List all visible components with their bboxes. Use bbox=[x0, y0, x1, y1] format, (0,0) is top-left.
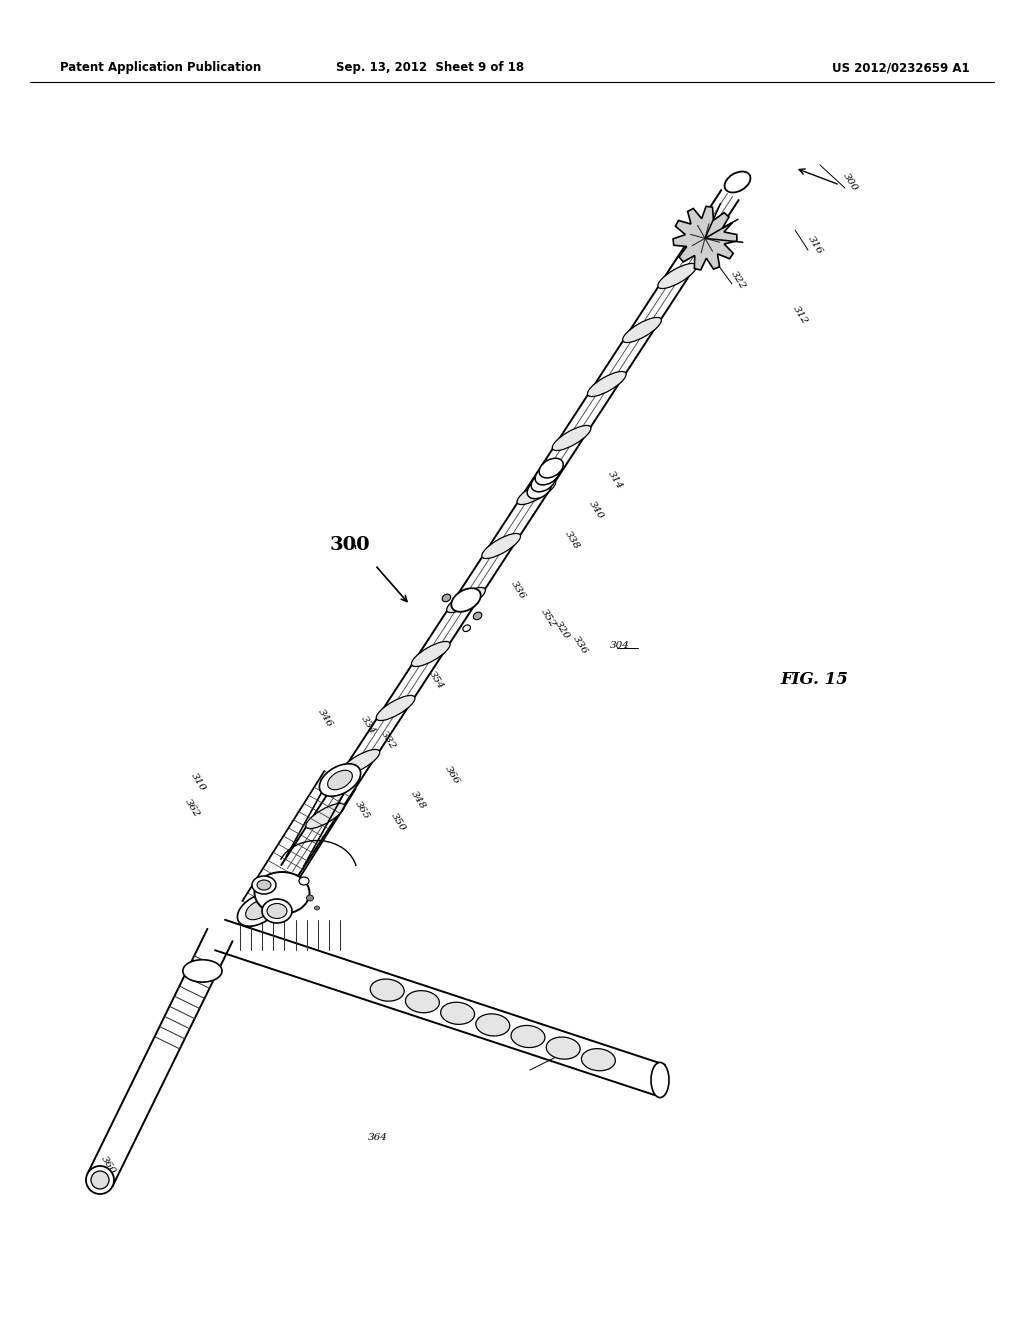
Ellipse shape bbox=[412, 642, 451, 667]
Ellipse shape bbox=[299, 876, 309, 884]
Text: 348: 348 bbox=[409, 789, 427, 810]
Ellipse shape bbox=[546, 1038, 581, 1059]
Ellipse shape bbox=[341, 750, 380, 775]
Text: 322: 322 bbox=[729, 269, 748, 290]
Ellipse shape bbox=[252, 876, 276, 894]
Text: 300: 300 bbox=[330, 536, 371, 554]
Text: US 2012/0232659 A1: US 2012/0232659 A1 bbox=[833, 62, 970, 74]
Text: 350: 350 bbox=[389, 812, 408, 833]
Ellipse shape bbox=[482, 533, 520, 558]
Ellipse shape bbox=[531, 473, 555, 492]
Text: Patent Application Publication: Patent Application Publication bbox=[60, 62, 261, 74]
Ellipse shape bbox=[440, 1002, 474, 1024]
Text: 346: 346 bbox=[316, 708, 334, 729]
Ellipse shape bbox=[86, 1166, 114, 1195]
Text: 302: 302 bbox=[560, 1045, 580, 1055]
Text: 314: 314 bbox=[606, 469, 624, 491]
Ellipse shape bbox=[473, 612, 482, 619]
Text: 336: 336 bbox=[509, 579, 527, 601]
Ellipse shape bbox=[582, 1048, 615, 1071]
Text: 360: 360 bbox=[99, 1154, 117, 1176]
Text: 364: 364 bbox=[368, 1134, 388, 1143]
Polygon shape bbox=[673, 206, 737, 271]
Text: 316: 316 bbox=[806, 234, 824, 256]
Ellipse shape bbox=[476, 1014, 510, 1036]
Ellipse shape bbox=[376, 696, 415, 721]
Ellipse shape bbox=[446, 587, 485, 612]
Ellipse shape bbox=[91, 1171, 109, 1189]
Text: 334: 334 bbox=[359, 714, 377, 735]
Ellipse shape bbox=[540, 458, 563, 478]
Ellipse shape bbox=[651, 1063, 669, 1098]
Text: 300: 300 bbox=[841, 172, 859, 193]
Ellipse shape bbox=[452, 589, 480, 611]
Ellipse shape bbox=[406, 990, 439, 1012]
Ellipse shape bbox=[517, 479, 556, 504]
Text: 366: 366 bbox=[443, 764, 461, 785]
Ellipse shape bbox=[371, 979, 404, 1001]
Ellipse shape bbox=[246, 900, 270, 920]
Text: 352: 352 bbox=[539, 607, 557, 628]
Ellipse shape bbox=[306, 804, 344, 829]
Ellipse shape bbox=[183, 960, 222, 982]
Text: 365: 365 bbox=[353, 799, 371, 821]
Text: 340: 340 bbox=[587, 499, 605, 521]
Text: 354: 354 bbox=[427, 669, 445, 690]
Text: 320: 320 bbox=[553, 619, 571, 640]
Text: 336: 336 bbox=[571, 634, 589, 656]
Ellipse shape bbox=[725, 172, 751, 193]
Ellipse shape bbox=[262, 899, 292, 923]
Text: 362: 362 bbox=[183, 797, 201, 818]
Ellipse shape bbox=[588, 371, 626, 396]
Ellipse shape bbox=[255, 873, 309, 913]
Text: 312: 312 bbox=[791, 304, 809, 326]
Ellipse shape bbox=[623, 317, 662, 343]
Ellipse shape bbox=[527, 479, 551, 499]
Text: 310: 310 bbox=[188, 771, 207, 793]
Text: 338: 338 bbox=[563, 529, 581, 550]
Ellipse shape bbox=[511, 1026, 545, 1048]
Ellipse shape bbox=[238, 894, 279, 927]
Ellipse shape bbox=[314, 906, 319, 909]
Ellipse shape bbox=[328, 771, 352, 789]
Ellipse shape bbox=[257, 880, 271, 890]
Ellipse shape bbox=[657, 264, 696, 289]
Text: Sep. 13, 2012  Sheet 9 of 18: Sep. 13, 2012 Sheet 9 of 18 bbox=[336, 62, 524, 74]
Ellipse shape bbox=[463, 624, 470, 631]
Ellipse shape bbox=[306, 895, 313, 902]
Ellipse shape bbox=[319, 764, 360, 796]
Text: 332: 332 bbox=[379, 729, 397, 751]
Ellipse shape bbox=[267, 903, 287, 919]
Ellipse shape bbox=[552, 425, 591, 450]
Ellipse shape bbox=[536, 465, 559, 484]
Text: 304: 304 bbox=[610, 640, 630, 649]
Text: FIG. 15: FIG. 15 bbox=[780, 672, 848, 689]
Ellipse shape bbox=[442, 594, 451, 602]
